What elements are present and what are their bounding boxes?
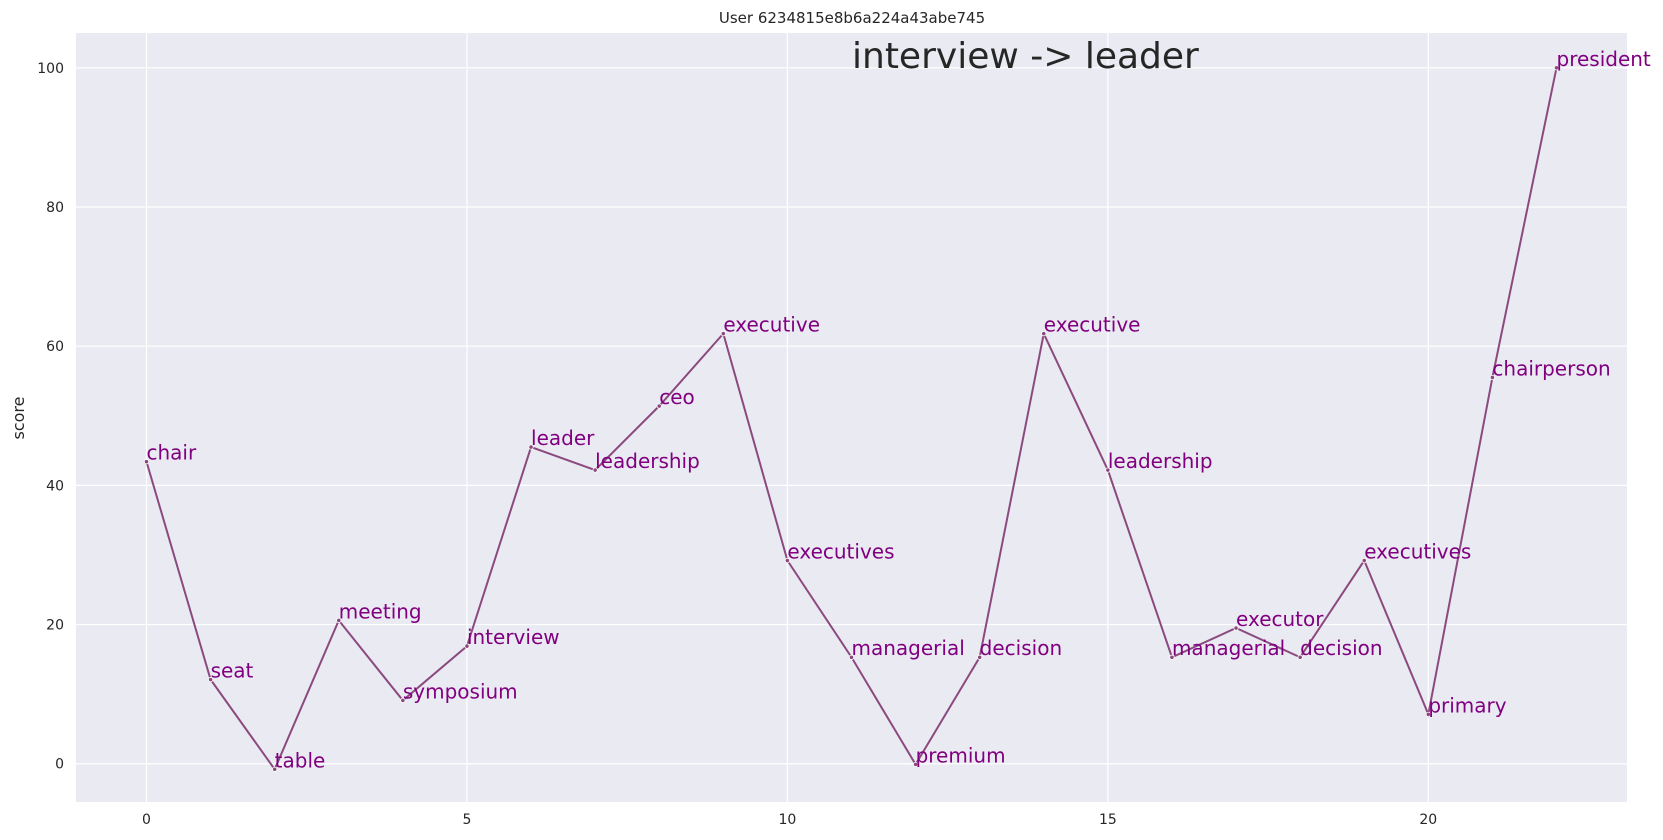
data-point [207, 676, 214, 683]
point-label: leader [531, 426, 595, 450]
y-tick-label: 0 [55, 757, 64, 773]
data-point [592, 467, 598, 473]
point-label: table [275, 748, 326, 772]
data-point [400, 697, 406, 703]
data-point [336, 617, 342, 623]
point-label: chair [147, 441, 197, 465]
point-label: seat [211, 659, 254, 683]
data-point [1105, 467, 1111, 473]
data-point [1361, 557, 1367, 564]
point-label: president [1557, 47, 1651, 71]
data-point [848, 654, 855, 660]
point-label: meeting [339, 599, 422, 623]
point-label: executive [1044, 313, 1141, 337]
y-tick-label: 60 [46, 339, 64, 355]
plot-area [76, 33, 1627, 802]
data-point [528, 444, 534, 450]
data-point [1041, 331, 1047, 337]
data-point [1553, 65, 1560, 71]
y-axis-label: score [9, 397, 28, 440]
point-label: leadership [1108, 449, 1213, 473]
data-point [1425, 711, 1431, 717]
chart-title: User 6234815e8b6a224a43abe745 [719, 9, 985, 27]
x-tick-label: 0 [142, 812, 151, 828]
point-label: symposium [403, 679, 518, 703]
x-tick-label: 5 [462, 812, 471, 828]
data-point [656, 403, 662, 409]
data-point [1169, 654, 1175, 660]
y-tick-label: 20 [46, 618, 64, 634]
x-tick-label: 15 [1099, 812, 1117, 828]
point-label: decision [1300, 636, 1382, 660]
data-point [1489, 374, 1496, 381]
data-point [1233, 625, 1239, 631]
point-label: primary [1428, 693, 1506, 717]
x-tick-label: 20 [1419, 812, 1437, 828]
data-point [977, 654, 983, 660]
point-label: premium [916, 743, 1006, 767]
x-tick-label: 10 [778, 812, 796, 828]
data-point [784, 557, 791, 564]
grid-lines [76, 33, 1627, 802]
point-label: managerial [852, 636, 965, 660]
data-point [272, 766, 278, 772]
data-point [1297, 654, 1303, 660]
y-tick-labels: 0 20 40 60 80 100 [37, 61, 64, 773]
point-label: decision [980, 636, 1062, 660]
data-point [143, 459, 150, 465]
point-label: ceo [659, 385, 695, 409]
series-layer [143, 65, 1560, 772]
data-point [720, 331, 726, 337]
point-label: executives [787, 540, 894, 564]
point-label: executor [1236, 607, 1324, 631]
point-label: chairperson [1492, 356, 1610, 380]
point-label: interview [467, 625, 560, 649]
y-tick-label: 80 [46, 200, 64, 216]
chart-annotation: interview -> leader [852, 36, 1199, 77]
data-point [912, 761, 919, 768]
y-tick-label: 40 [46, 478, 64, 494]
y-tick-label: 100 [37, 61, 64, 77]
point-label: managerial [1172, 636, 1285, 660]
point-label: leadership [595, 449, 700, 473]
point-label: executives [1364, 540, 1471, 564]
data-point [464, 643, 470, 649]
x-tick-labels: 0 5 10 15 20 [142, 812, 1437, 828]
point-label: executive [723, 313, 820, 337]
point-labels: chair seat table meeting symposium interview l… [147, 47, 1651, 772]
